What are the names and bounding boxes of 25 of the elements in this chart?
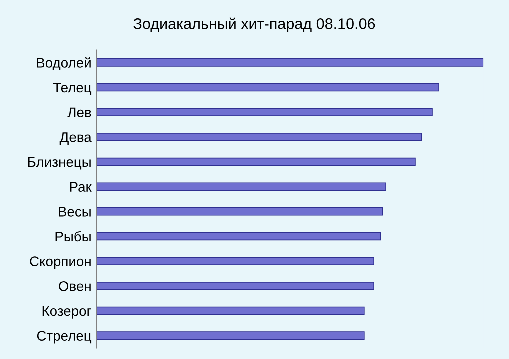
chart-title: Зодиакальный хит-парад 08.10.06: [134, 18, 376, 32]
y-tick-label: Овен: [59, 281, 91, 292]
bar: [96, 83, 440, 92]
bar: [96, 306, 365, 316]
bar: [96, 58, 484, 67]
y-tick-label: Скорпион: [30, 256, 91, 270]
y-tick-label: Близнецы: [28, 157, 91, 170]
bar: [96, 232, 382, 241]
bar: [96, 158, 416, 166]
y-tick-label: Дева: [60, 132, 92, 145]
y-tick-label: Водолей: [37, 57, 91, 71]
bar: [96, 208, 384, 216]
bar: [96, 108, 433, 116]
bar: [96, 182, 386, 191]
bar: [96, 332, 365, 340]
bar: [96, 282, 374, 290]
y-tick-label: Рак: [70, 182, 92, 192]
y-tick-label: Козерог: [42, 306, 92, 319]
y-tick-label: Лев: [68, 108, 92, 118]
bar: [96, 133, 422, 142]
bar: [96, 257, 374, 266]
y-tick-label: Рыбы: [56, 231, 91, 242]
y-tick-label: Весы: [59, 207, 91, 217]
y-tick-label: Телец: [53, 82, 92, 96]
y-tick-label: Стрелец: [37, 331, 92, 344]
